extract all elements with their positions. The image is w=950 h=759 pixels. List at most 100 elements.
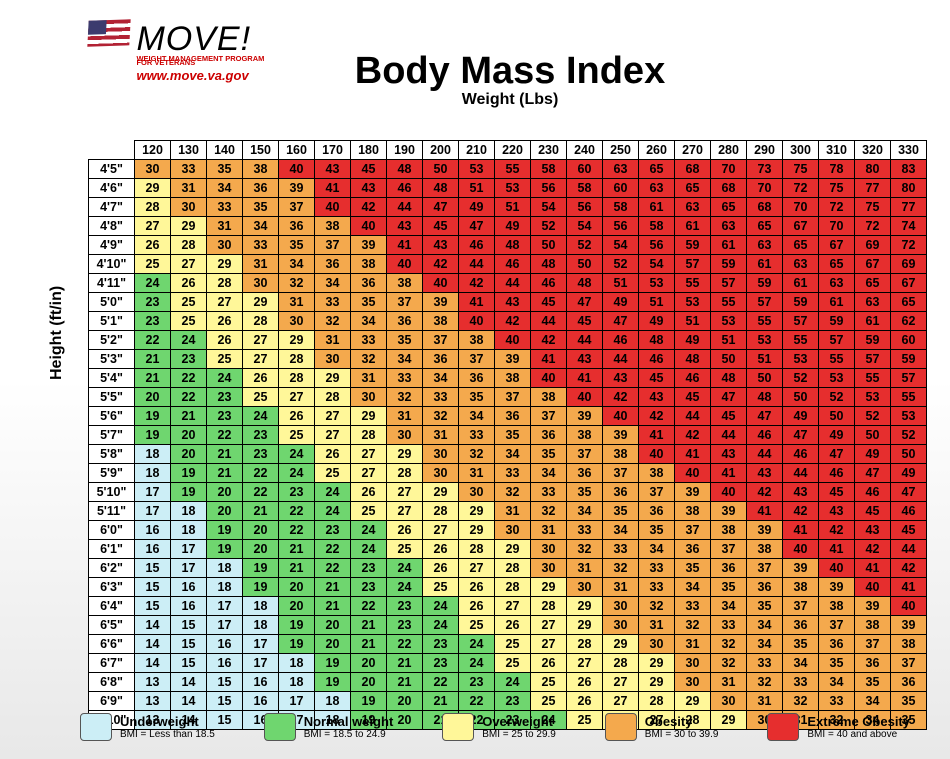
bmi-cell: 18 — [171, 521, 207, 540]
bmi-cell: 63 — [819, 274, 855, 293]
bmi-cell: 51 — [603, 274, 639, 293]
height-header: 5'2" — [89, 331, 135, 350]
bmi-cell: 27 — [387, 502, 423, 521]
bmi-cell: 34 — [747, 635, 783, 654]
bmi-cell: 17 — [279, 692, 315, 711]
bmi-cell: 36 — [675, 540, 711, 559]
bmi-cell: 31 — [459, 464, 495, 483]
bmi-cell: 28 — [567, 635, 603, 654]
bmi-cell: 22 — [243, 464, 279, 483]
bmi-cell: 53 — [459, 160, 495, 179]
bmi-cell: 15 — [171, 616, 207, 635]
bmi-cell: 36 — [639, 502, 675, 521]
bmi-cell: 37 — [819, 616, 855, 635]
bmi-cell: 39 — [567, 407, 603, 426]
bmi-cell: 22 — [171, 388, 207, 407]
bmi-cell: 68 — [675, 160, 711, 179]
bmi-cell: 24 — [459, 635, 495, 654]
bmi-cell: 40 — [711, 483, 747, 502]
bmi-cell: 19 — [315, 673, 351, 692]
bmi-cell: 46 — [531, 274, 567, 293]
bmi-cell: 57 — [711, 274, 747, 293]
bmi-cell: 20 — [243, 521, 279, 540]
bmi-cell: 28 — [135, 198, 171, 217]
bmi-cell: 40 — [459, 312, 495, 331]
bmi-cell: 48 — [495, 236, 531, 255]
bmi-cell: 78 — [819, 160, 855, 179]
legend-subtitle: BMI = 25 to 29.9 — [482, 729, 556, 740]
bmi-cell: 51 — [459, 179, 495, 198]
bmi-cell: 51 — [711, 331, 747, 350]
bmi-cell: 61 — [675, 217, 711, 236]
bmi-cell: 53 — [675, 293, 711, 312]
bmi-cell: 16 — [207, 654, 243, 673]
bmi-cell: 38 — [747, 540, 783, 559]
height-header: 5'0" — [89, 293, 135, 312]
bmi-cell: 43 — [783, 483, 819, 502]
bmi-cell: 51 — [495, 198, 531, 217]
height-header: 5'7" — [89, 426, 135, 445]
bmi-cell: 42 — [531, 331, 567, 350]
bmi-cell: 51 — [747, 350, 783, 369]
bmi-cell: 24 — [279, 464, 315, 483]
bmi-cell: 77 — [855, 179, 891, 198]
bmi-cell: 37 — [747, 559, 783, 578]
bmi-cell: 48 — [387, 160, 423, 179]
bmi-cell: 21 — [387, 673, 423, 692]
bmi-cell: 19 — [171, 483, 207, 502]
bmi-cell: 24 — [171, 331, 207, 350]
bmi-cell: 26 — [531, 654, 567, 673]
bmi-cell: 36 — [567, 464, 603, 483]
bmi-cell: 14 — [171, 692, 207, 711]
weight-header: 280 — [711, 141, 747, 160]
bmi-cell: 33 — [351, 331, 387, 350]
bmi-cell: 24 — [387, 578, 423, 597]
bmi-cell: 27 — [279, 388, 315, 407]
bmi-cell: 42 — [603, 388, 639, 407]
legend-text: ObesityBMI = 30 to 39.9 — [645, 714, 719, 740]
weight-header: 290 — [747, 141, 783, 160]
bmi-cell: 24 — [423, 597, 459, 616]
bmi-cell: 38 — [783, 578, 819, 597]
bmi-cell: 57 — [819, 331, 855, 350]
bmi-cell: 30 — [459, 483, 495, 502]
bmi-cell: 29 — [675, 692, 711, 711]
bmi-cell: 34 — [279, 255, 315, 274]
bmi-cell: 40 — [495, 331, 531, 350]
legend-swatch — [80, 713, 112, 741]
legend-item: OverweightBMI = 25 to 29.9 — [442, 713, 556, 741]
bmi-cell: 60 — [891, 331, 927, 350]
bmi-cell: 39 — [351, 236, 387, 255]
height-header: 6'5" — [89, 616, 135, 635]
height-header: 4'11" — [89, 274, 135, 293]
legend-title: Underweight — [120, 714, 215, 729]
bmi-cell: 38 — [351, 255, 387, 274]
bmi-cell: 24 — [315, 483, 351, 502]
bmi-cell: 37 — [459, 350, 495, 369]
bmi-cell: 23 — [171, 350, 207, 369]
height-header: 6'2" — [89, 559, 135, 578]
bmi-cell: 62 — [891, 312, 927, 331]
bmi-cell: 25 — [279, 426, 315, 445]
bmi-cell: 31 — [603, 578, 639, 597]
bmi-cell: 22 — [459, 692, 495, 711]
bmi-cell: 68 — [711, 179, 747, 198]
bmi-cell: 48 — [747, 388, 783, 407]
bmi-cell: 26 — [315, 445, 351, 464]
bmi-cell: 24 — [135, 274, 171, 293]
bmi-cell: 59 — [711, 255, 747, 274]
bmi-cell: 33 — [531, 483, 567, 502]
bmi-cell: 44 — [711, 426, 747, 445]
bmi-cell: 41 — [747, 502, 783, 521]
bmi-cell: 23 — [243, 445, 279, 464]
bmi-cell: 29 — [459, 521, 495, 540]
bmi-cell: 45 — [855, 502, 891, 521]
bmi-cell: 36 — [387, 312, 423, 331]
legend-title: Overweight — [482, 714, 556, 729]
bmi-cell: 55 — [675, 274, 711, 293]
bmi-cell: 31 — [639, 616, 675, 635]
bmi-cell: 32 — [603, 559, 639, 578]
bmi-cell: 57 — [855, 350, 891, 369]
bmi-cell: 21 — [279, 559, 315, 578]
bmi-cell: 41 — [783, 521, 819, 540]
